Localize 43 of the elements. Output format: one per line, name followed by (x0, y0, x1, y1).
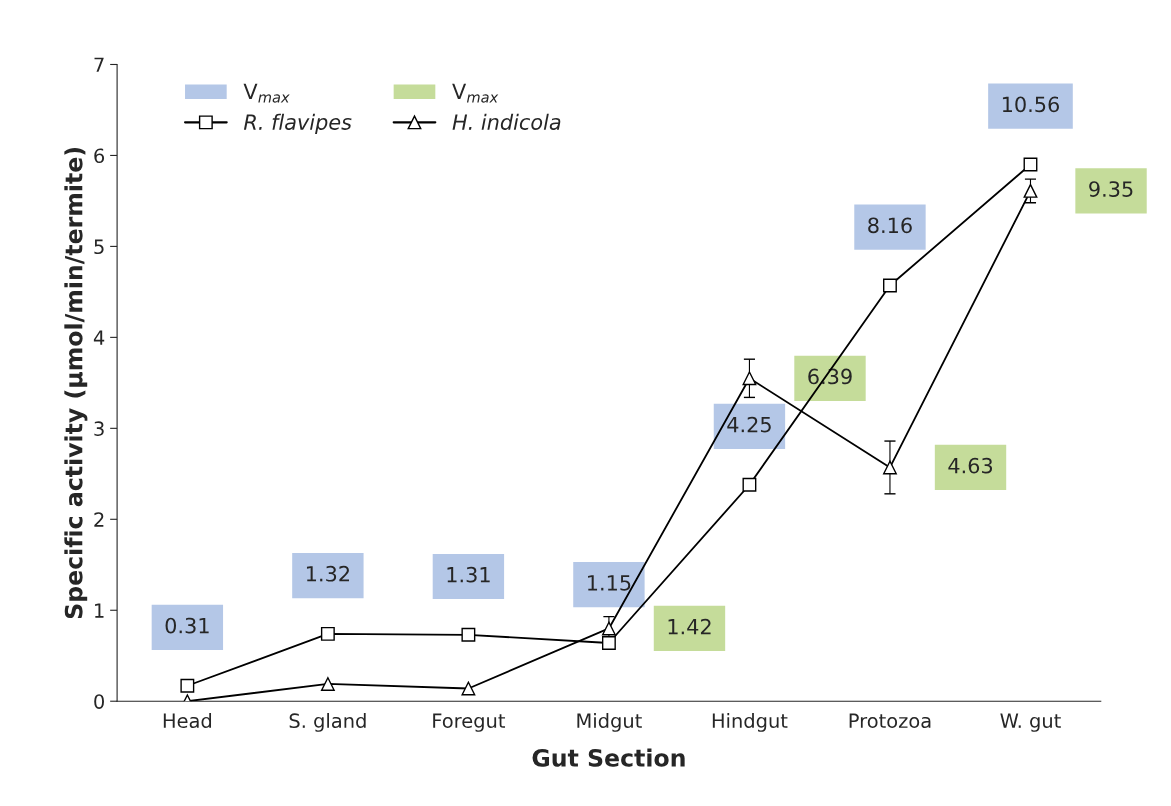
legend-label: V$_{max}$ (452, 83, 499, 103)
y-tick-label: 7 (94, 57, 104, 72)
point (883, 278, 897, 293)
annotation: 8.16 (868, 217, 912, 234)
point (320, 676, 335, 691)
x-tick-label: Foregut (433, 713, 506, 732)
y-axis-title: Specific activity (µmol/min/termite) (64, 147, 88, 619)
annotation: 10.56 (1002, 96, 1059, 113)
y-tick-label: 2 (94, 512, 104, 527)
y-tick-label: 4 (93, 330, 105, 345)
annotation: 4.25 (727, 416, 771, 433)
annotation: 0.31 (165, 617, 209, 634)
legend-label: H. indicola (452, 113, 561, 130)
annotation: 1.42 (668, 618, 711, 635)
annotation: 4.63 (948, 457, 993, 474)
x-tick-label: S. gland (289, 713, 366, 732)
annotation: 1.32 (306, 565, 349, 582)
point (742, 371, 757, 386)
point (1023, 183, 1038, 198)
y-tick-label: 3 (94, 421, 104, 436)
point (461, 627, 476, 642)
point (320, 626, 335, 641)
point (180, 678, 195, 693)
annotation: 1.15 (588, 575, 631, 591)
y-tick-label: 1 (95, 603, 104, 618)
point (601, 621, 616, 636)
annotation: 9.35 (1089, 181, 1133, 197)
x-axis-title: Gut Section (532, 748, 685, 767)
y-tick-label: 0 (94, 694, 104, 709)
x-tick-label: Head (163, 713, 212, 729)
annotation: 1.31 (447, 566, 490, 583)
x-tick-label: W. gut (1000, 713, 1061, 732)
y-tick-label: 5 (94, 239, 104, 255)
point (883, 460, 897, 475)
point (461, 681, 476, 696)
x-tick-label: Hindgut (712, 713, 788, 732)
y-tick-label: 6 (94, 148, 105, 164)
legend-label: V$_{max}$ (243, 83, 290, 103)
x-tick-label: Protozoa (849, 713, 931, 729)
x-tick-label: Midgut (577, 713, 642, 732)
point (742, 477, 757, 492)
point (601, 636, 616, 650)
legend-label: R. flavipes (243, 113, 352, 134)
